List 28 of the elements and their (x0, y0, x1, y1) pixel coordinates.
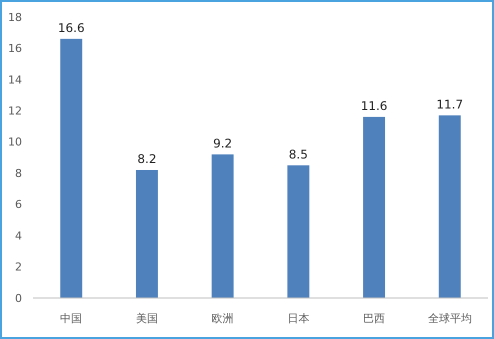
data-label: 11.7 (436, 97, 464, 112)
data-label: 16.6 (58, 20, 85, 35)
bar (212, 154, 234, 298)
bar (136, 170, 158, 298)
x-tick-label: 欧洲 (212, 312, 234, 325)
bar (363, 116, 386, 298)
y-tick-label: 14 (8, 73, 22, 86)
data-label: 8.5 (288, 147, 308, 162)
y-tick-label: 6 (15, 198, 22, 212)
x-tick-label: 中国 (60, 312, 82, 325)
x-tick-label: 巴西 (363, 312, 386, 325)
data-label: 9.2 (213, 136, 232, 150)
x-tick-label: 全球平均 (428, 312, 472, 325)
bar (60, 38, 82, 298)
data-label: 8.2 (137, 152, 156, 166)
y-tick-label: 0 (15, 292, 22, 305)
bar (287, 165, 310, 298)
y-tick-label: 8 (15, 166, 22, 180)
x-tick-label: 美国 (136, 312, 158, 325)
y-tick-label: 12 (8, 104, 22, 118)
y-tick-label: 4 (15, 229, 22, 242)
y-tick-label: 18 (8, 10, 22, 24)
bar (438, 115, 461, 298)
y-tick-label: 16 (8, 42, 22, 56)
data-label: 11.6 (360, 98, 388, 113)
x-tick-label: 日本 (287, 312, 310, 325)
y-tick-label: 10 (8, 136, 22, 149)
y-tick-label: 2 (15, 260, 22, 274)
